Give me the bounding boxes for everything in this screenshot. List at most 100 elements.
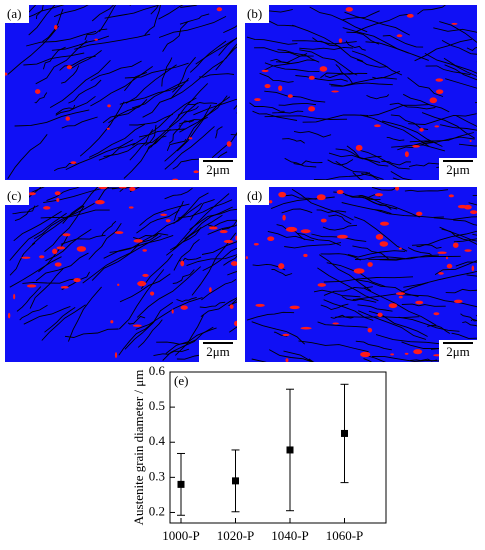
austenite-grain bbox=[60, 286, 69, 289]
grain-boundary bbox=[455, 261, 477, 267]
grain-boundary bbox=[201, 241, 237, 255]
grain-boundary bbox=[379, 255, 461, 261]
grain-boundary bbox=[176, 95, 228, 152]
grain-boundary bbox=[410, 358, 438, 362]
grain-boundary bbox=[91, 5, 115, 22]
grain-boundary bbox=[59, 55, 96, 71]
grain-boundary bbox=[186, 254, 237, 267]
grain-boundary bbox=[101, 220, 117, 236]
grain-boundary bbox=[354, 256, 406, 260]
austenite-grain bbox=[39, 255, 45, 259]
grain-boundary bbox=[127, 315, 146, 325]
grain-boundary bbox=[137, 319, 163, 348]
austenite-grain bbox=[446, 263, 453, 269]
grain-boundary bbox=[313, 172, 371, 180]
austenite-grain bbox=[172, 178, 179, 180]
grain-boundary bbox=[215, 46, 237, 71]
austenite-grain bbox=[374, 193, 383, 197]
austenite-grain bbox=[193, 170, 199, 174]
grain-boundary bbox=[407, 77, 444, 97]
grain-boundary bbox=[361, 173, 380, 180]
austenite-grain bbox=[395, 292, 406, 296]
grain-boundary bbox=[173, 192, 209, 225]
grain-boundary bbox=[44, 307, 76, 333]
austenite-grain bbox=[142, 249, 147, 252]
austenite-grain bbox=[26, 284, 37, 288]
grain-boundary bbox=[299, 49, 354, 74]
grain-boundary bbox=[259, 72, 294, 83]
grain-boundary bbox=[180, 5, 198, 8]
grain-boundary bbox=[150, 5, 159, 15]
grain-boundary bbox=[445, 288, 477, 294]
x-tick-label: 1040-P bbox=[271, 528, 309, 543]
austenite-grain bbox=[219, 230, 228, 234]
grain-boundary bbox=[299, 46, 354, 50]
grain-boundary bbox=[345, 40, 366, 51]
austenite-grain bbox=[106, 127, 110, 130]
panel-label: (d) bbox=[247, 188, 262, 203]
grain-boundary bbox=[417, 5, 446, 15]
grain-boundary bbox=[132, 97, 197, 146]
grain-boundary bbox=[291, 188, 354, 221]
grain-boundary bbox=[319, 254, 372, 292]
grain-boundary bbox=[49, 59, 111, 108]
austenite-grain bbox=[73, 277, 81, 283]
grain-boundary bbox=[199, 301, 226, 309]
austenite-grain bbox=[412, 144, 420, 148]
grain-boundary bbox=[26, 30, 97, 47]
grain-boundary bbox=[139, 203, 190, 226]
grain-boundary bbox=[347, 250, 406, 258]
grain-boundary bbox=[439, 21, 477, 43]
scale-bar-label: 2μm bbox=[446, 344, 470, 359]
austenite-grain bbox=[404, 151, 409, 158]
grain-boundary bbox=[109, 234, 159, 253]
grain-boundary bbox=[118, 321, 155, 356]
austenite-grain bbox=[336, 189, 344, 195]
grain-boundary bbox=[45, 228, 92, 262]
grain-boundaries bbox=[7, 187, 237, 361]
grain-boundary bbox=[61, 116, 98, 129]
austenite-grain bbox=[245, 256, 248, 260]
grain-boundary bbox=[293, 130, 332, 138]
austenite-grain bbox=[165, 219, 171, 223]
grain-boundary bbox=[16, 286, 42, 312]
austenite-grain bbox=[415, 300, 424, 305]
austenite-grain bbox=[419, 127, 424, 132]
grain-boundary bbox=[33, 205, 84, 240]
grain-boundaries bbox=[246, 5, 477, 180]
austenite-grain bbox=[216, 7, 223, 12]
austenite-grain bbox=[464, 249, 472, 252]
austenite-grain bbox=[415, 211, 423, 216]
grain-boundary bbox=[14, 109, 90, 127]
panel-label: (e) bbox=[174, 373, 188, 388]
austenite-grain bbox=[278, 191, 287, 198]
grain-boundary bbox=[453, 219, 477, 226]
grain-boundary bbox=[34, 92, 48, 104]
grain-boundary bbox=[284, 157, 317, 168]
grain-boundary bbox=[88, 222, 122, 260]
grain-boundary bbox=[346, 31, 380, 45]
grain-boundary bbox=[356, 149, 410, 170]
grain-boundary bbox=[223, 25, 237, 34]
grain-boundary bbox=[434, 260, 477, 275]
austenite-grain bbox=[209, 287, 212, 293]
austenite-grain bbox=[435, 78, 444, 82]
grain-boundary bbox=[264, 90, 326, 103]
austenite-grain bbox=[332, 322, 339, 325]
austenite-grain bbox=[469, 139, 472, 143]
grain-boundary bbox=[416, 244, 442, 249]
grain-boundary bbox=[292, 24, 364, 62]
austenite-grain bbox=[379, 241, 389, 247]
grain-boundary bbox=[153, 348, 190, 357]
austenite-grain bbox=[76, 246, 87, 252]
grain-boundary bbox=[398, 316, 460, 332]
austenite-grain bbox=[374, 124, 381, 128]
grain-boundary bbox=[141, 202, 202, 242]
grain-boundary bbox=[129, 187, 141, 193]
grain-boundary bbox=[468, 202, 477, 206]
grain-boundary bbox=[158, 5, 184, 20]
austenite-grain bbox=[56, 246, 66, 250]
grain-boundary bbox=[359, 194, 420, 218]
grain-boundary bbox=[70, 50, 102, 70]
